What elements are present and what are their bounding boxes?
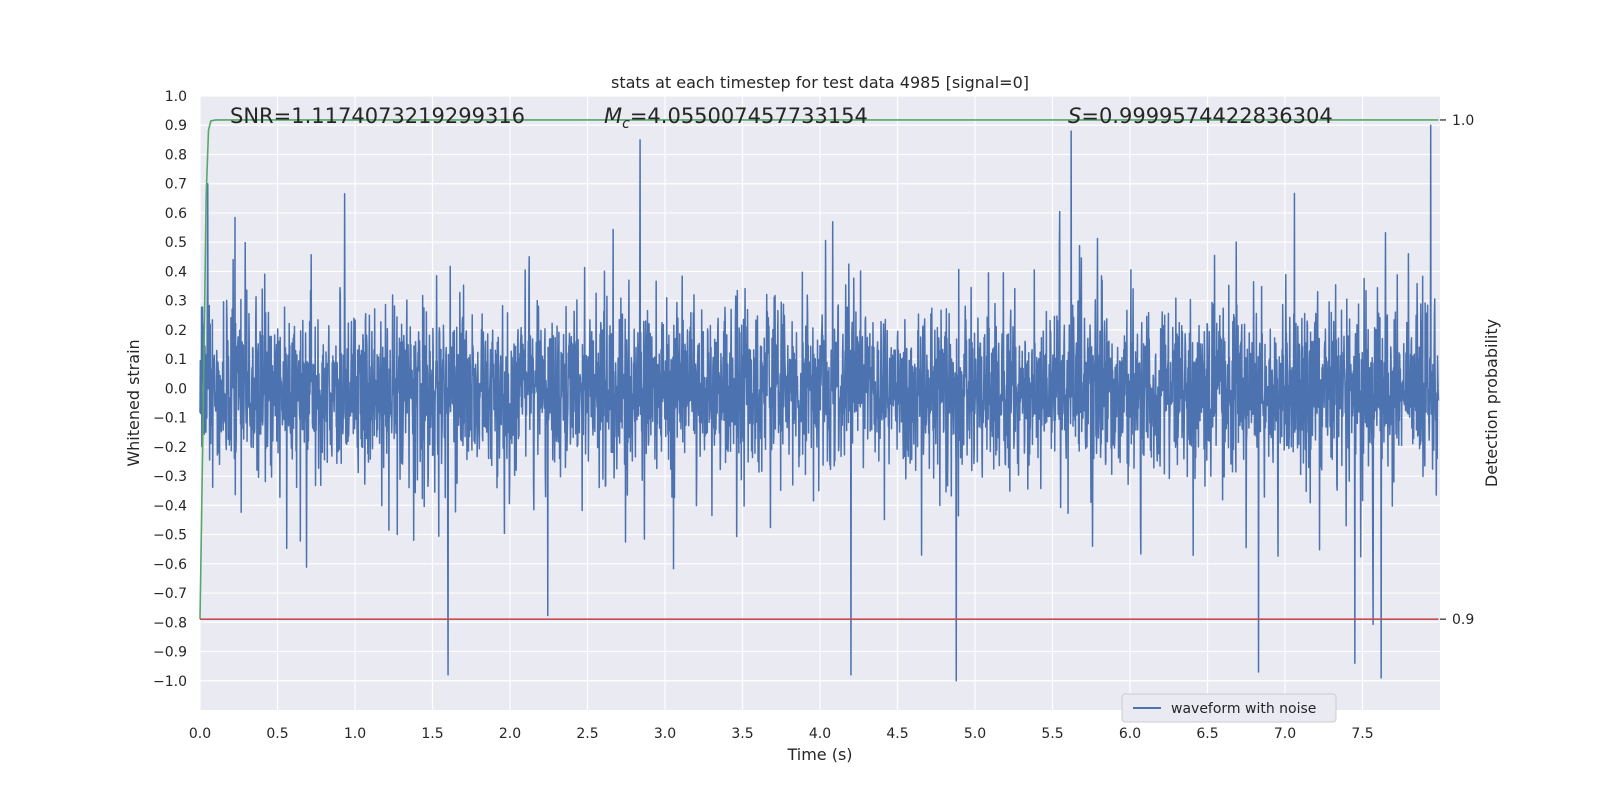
y-tick-label: 0.7: [165, 177, 187, 193]
x-tick-label: 1.0: [344, 726, 366, 742]
x-tick-label: 5.5: [1041, 726, 1063, 742]
detection-probability-line: [199, 119, 1439, 620]
y-tick-label: 0.4: [165, 264, 187, 280]
y-tick-label: −0.2: [153, 440, 187, 456]
x-axis-label: Time (s): [786, 745, 852, 764]
x-tick-label: 1.5: [421, 726, 443, 742]
y-tick-label: −0.4: [153, 498, 187, 514]
x-tick-label: 2.5: [576, 726, 598, 742]
y-tick-label: −1.0: [153, 674, 187, 690]
x-tick-label: 3.0: [654, 726, 676, 742]
y-tick-label: −0.9: [153, 645, 187, 661]
y-tick-label: 0.1: [165, 352, 187, 368]
x-tick-label: 4.5: [886, 726, 908, 742]
y-tick-label: 0.6: [165, 206, 187, 222]
y-axis-ticks: 1.0 0.9 0.8 0.7 0.6 0.5 0.4 0.3 0.2 0.1 0.0 −0.1 −0.…: [153, 89, 187, 690]
x-tick-label: 3.5: [731, 726, 753, 742]
right-tick-label: 0.9: [1452, 612, 1474, 628]
right-tick-label: 1.0: [1452, 113, 1474, 129]
y-tick-label: −0.1: [153, 411, 187, 427]
y-axis-label: Whitened strain: [124, 339, 143, 466]
y-tick-label: 0.9: [165, 118, 187, 134]
x-tick-label: 7.5: [1351, 726, 1373, 742]
legend-box: [1121, 693, 1337, 723]
x-axis-ticks: 0.0 0.5 1.0 1.5 2.0 2.5 3.0 3.5 4.0 4.5 5.0 5.5 6.0 6…: [189, 726, 1374, 742]
y-tick-label: 0.3: [165, 294, 187, 310]
x-tick-label: 0.5: [266, 726, 288, 742]
y-tick-label: 0.0: [165, 381, 187, 397]
chirp-mass-annotation: Mc=4.055007457733154: [604, 104, 868, 132]
y-tick-label: 0.2: [165, 323, 187, 339]
chart-title: stats at each timestep for test data 498…: [611, 73, 1029, 92]
x-tick-label: 7.0: [1274, 726, 1296, 742]
waveform-series-line: [199, 124, 1440, 682]
x-tick-label: 4.0: [809, 726, 831, 742]
legend-entry: waveform with noise: [1171, 701, 1316, 717]
y-tick-label: −0.7: [153, 586, 187, 602]
x-tick-label: 6.0: [1119, 726, 1141, 742]
y-tick-label: 1.0: [165, 89, 187, 105]
y-tick-label: −0.6: [153, 557, 187, 573]
right-axis-label: Detection probability: [1482, 319, 1501, 487]
series-layer: [199, 119, 1440, 682]
x-tick-label: 0.0: [189, 726, 211, 742]
legend: waveform with noise: [1121, 693, 1337, 723]
snr-annotation: SNR=1.1174073219299316: [230, 104, 525, 128]
x-tick-label: 5.0: [964, 726, 986, 742]
y-tick-label: −0.8: [153, 615, 187, 631]
right-axis-ticks: 1.0 0.9: [1440, 113, 1474, 628]
x-tick-label: 6.5: [1196, 726, 1218, 742]
y-tick-label: 0.5: [165, 235, 187, 251]
y-tick-label: −0.3: [153, 469, 187, 485]
y-tick-label: −0.5: [153, 528, 187, 544]
detection-statistic-annotation: S=0.9999574422836304: [1068, 104, 1333, 128]
y-tick-label: 0.8: [165, 147, 187, 163]
x-tick-label: 2.0: [499, 726, 521, 742]
